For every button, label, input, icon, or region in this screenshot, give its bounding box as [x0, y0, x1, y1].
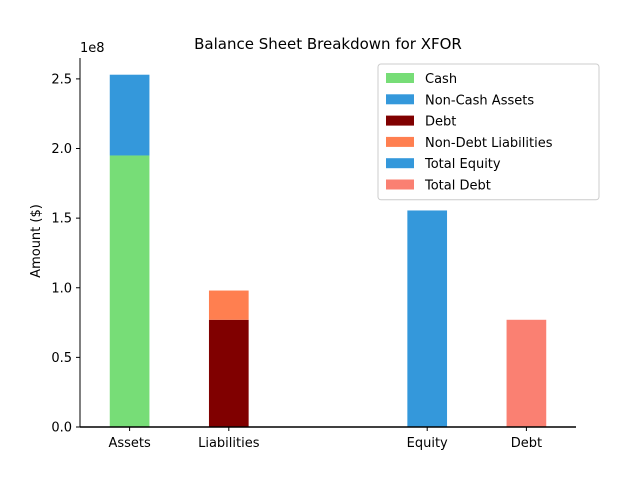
- x-tick-label-debt: Debt: [511, 436, 542, 451]
- legend-label-total-debt: Total Debt: [424, 179, 491, 194]
- y-axis-label: Amount ($): [29, 204, 44, 278]
- y-tick-label: 1.0: [51, 281, 72, 296]
- bar-total-equity-equity: [407, 210, 448, 427]
- legend-swatch-non-debt-liabilities: [386, 136, 414, 147]
- legend-label-non-cash-assets: Non-Cash Assets: [425, 93, 534, 108]
- legend: Cash Non-Cash Assets Debt Non-Debt Liabilit…: [377, 63, 600, 201]
- y-tick-label: 0.5: [51, 351, 72, 366]
- y-tick-label: 1.5: [51, 212, 72, 227]
- y-tick-label: 0.0: [51, 421, 72, 436]
- x-tick-label-assets: Assets: [108, 436, 151, 451]
- legend-swatch-total-equity: [386, 158, 414, 169]
- x-tick-label-liabilities: Liabilities: [198, 436, 260, 451]
- legend-swatch-non-cash-assets: [386, 94, 414, 105]
- bar-total-debt-debt: [506, 319, 547, 427]
- legend-swatch-total-debt: [386, 179, 414, 190]
- bar-debt-liabilities: [208, 319, 249, 427]
- bars-group: [109, 74, 547, 428]
- legend-frame: [377, 63, 600, 201]
- legend-label-non-debt-liabilities: Non-Debt Liabilities: [425, 136, 553, 151]
- x-tick-label-equity: Equity: [407, 436, 448, 451]
- bar-cash-assets: [109, 155, 150, 428]
- y-tick-label: 2.0: [51, 142, 72, 157]
- legend-swatch-cash: [386, 73, 414, 83]
- chart-title: Balance Sheet Breakdown for XFOR: [194, 35, 462, 53]
- y-axis-offset-label: 1e8: [80, 41, 105, 56]
- bar-non-debt-liabilities-liabilities: [208, 290, 249, 320]
- legend-label-total-equity: Total Equity: [424, 157, 501, 172]
- axes-group: 0.0 0.5 1.0 1.5 2.0 2.5 Assets Liabilities Equit…: [51, 58, 576, 451]
- bar-non-cash-assets-assets: [109, 74, 150, 156]
- legend-swatch-debt: [386, 115, 414, 126]
- y-tick-label: 2.5: [51, 72, 72, 87]
- legend-label-debt: Debt: [425, 115, 456, 130]
- legend-label-cash: Cash: [425, 72, 457, 87]
